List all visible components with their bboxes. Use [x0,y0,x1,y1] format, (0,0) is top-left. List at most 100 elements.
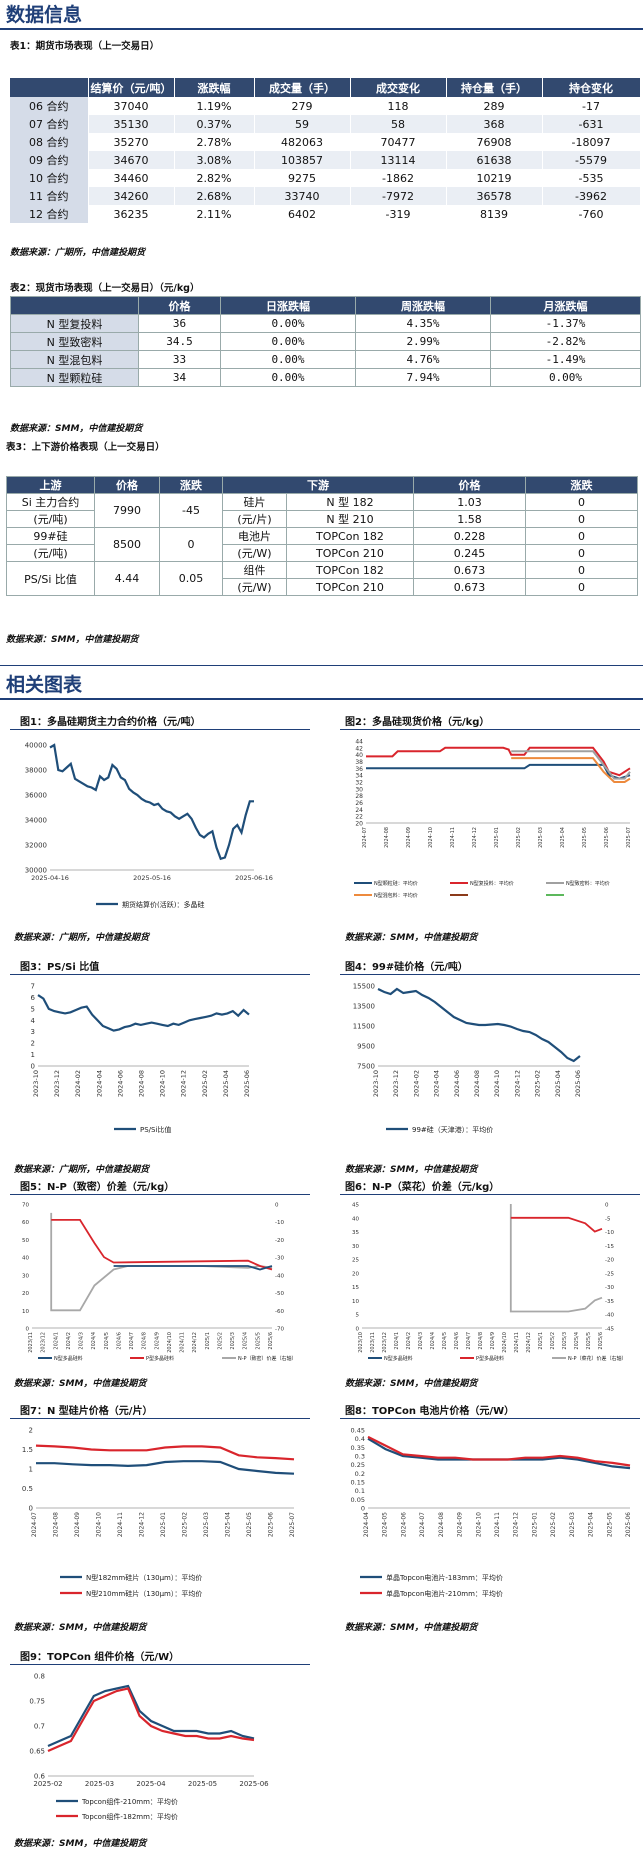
y-tick-label: 20 [352,1271,359,1277]
y-tick-label: 70 [22,1203,29,1209]
x-tick-label: 2024/7 [129,1332,135,1350]
y-tick-label: 40 [352,1216,359,1222]
y-tick-label: 32 [355,780,363,787]
section-title-charts: 相关图表 [6,674,83,696]
y-tick-label: 42 [355,745,363,752]
series-line [47,1684,255,1748]
y-tick-label: 0.3 [355,1453,365,1461]
x-tick-label: 2025-01 [494,827,500,848]
x-tick-label: 2025-06 [574,1070,582,1097]
table-header-row: 结算价（元/吨） 涨跌幅 成交量（手） 成交变化 持仓量（手） 持仓变化 [10,78,641,97]
x-tick-label: 2025-07 [289,1512,296,1537]
fig7-source: 数据来源：SMM，中信建投期货 [14,1623,147,1633]
y-tick-label: 34000 [25,817,47,825]
downstream-spec: TOPCon 182 [286,561,414,579]
table-row: 10 合约 34460 2.82% 9275 -1862 10219 -535 [10,169,641,187]
table-cell: -760 [542,205,641,223]
x-tick-label: 2025-07 [626,827,632,848]
x-tick-label: 2025/4 [243,1332,249,1350]
table-row: (元/吨) (元/W) TOPCon 210 0.245 0 [6,544,638,562]
x-tick-label: 2025-06-16 [235,874,273,882]
table-cell: 36 [138,314,221,333]
table-cell: 0.00% [490,368,641,387]
y-tick-label: 2 [31,1040,35,1048]
x-tick-label: 2025/2 [550,1332,556,1350]
y-tick-label: 15500 [353,983,375,991]
downstream-price: 1.03 [413,493,526,511]
table-header-cell: 成交量（手） [254,78,351,97]
x-tick-label: 2025/3 [562,1332,568,1350]
fig9-source: 数据来源：SMM，中信建投期货 [14,1839,147,1849]
x-tick-label: 2023/10 [358,1332,364,1353]
fig2-source: 数据来源：SMM，中信建投期货 [345,933,478,943]
y-tick-label: 0.15 [351,1479,365,1487]
y-tick-label: 32000 [25,842,47,850]
table-cell: 0.37% [174,115,255,133]
table-header-cell: 涨跌幅 [174,78,255,97]
legend-label: N型致密料：平均价 [566,880,610,887]
x-tick-label: 2023/12 [382,1332,388,1353]
table-cell: -2.82% [490,332,641,351]
table-cell: 59 [254,115,351,133]
y-tick-label: 7500 [357,1063,375,1071]
table-cell: -5579 [542,151,641,169]
section-title-data-info: 数据信息 [6,4,83,26]
x-tick-label: 2024-08 [384,827,390,848]
table-header-cell: 价格 [138,296,221,315]
series-line [367,1437,631,1470]
x-tick-label: 2024/1 [53,1332,59,1350]
series-line [509,1204,603,1313]
x-tick-label: 2024/5 [104,1332,110,1350]
x-tick-label: 2025/5 [586,1332,592,1350]
y2-tick-label: -25 [605,1271,614,1277]
downstream-price: 0.673 [413,561,526,579]
x-tick-label: 2025-04 [222,1070,230,1097]
x-tick-label: 2024-12 [180,1070,188,1097]
y-tick-label: 0.1 [355,1487,365,1495]
x-tick-label: 2025-03 [538,827,544,848]
table-cell: 4.76% [355,350,491,369]
downstream-spec: N 型 182 [286,493,414,511]
x-tick-label: 2024-09 [74,1512,81,1537]
x-tick-label: 2025/2 [217,1332,223,1350]
fig1-title: 图1：多晶硅期货主力合约价格（元/吨） [20,717,201,728]
x-tick-label: 2024/11 [180,1332,186,1353]
x-tick-label: 2025-03 [85,1780,114,1788]
x-tick-label: 2024-05 [382,1512,389,1537]
y-tick-label: 50 [22,1238,29,1244]
table-header-row: 上游 价格 涨跌 下游 价格 涨跌 [6,476,638,494]
downstream-category: 组件 [222,561,287,579]
table-header-cell: 持仓量（手） [446,78,543,97]
legend-label: N型182mm硅片（130μm）：平均价 [86,1573,202,1582]
fig6-source: 数据来源：SMM，中信建投期货 [345,1379,478,1389]
y-tick-label: 0.25 [351,1461,365,1469]
table3-caption: 表3：上下游价格表现（上一交易日） [6,442,165,453]
x-tick-label: 2024/10 [502,1332,508,1353]
x-tick-label: 2024-04 [363,1512,370,1537]
table-row: 08 合约 35270 2.78% 482063 70477 76908 -18097 [10,133,641,151]
x-tick-label: 2025-06 [625,1512,632,1537]
table-cell: 1.19% [174,97,255,115]
futures-table: 结算价（元/吨） 涨跌幅 成交量（手） 成交变化 持仓量（手） 持仓变化 06 合约 3704… [10,78,641,223]
fig-rule [340,1194,640,1195]
section-divider [0,698,643,700]
table-header-cell: 价格 [413,476,526,494]
x-tick-label: 2024-10 [159,1070,167,1097]
upstream-change: -45 [159,493,223,528]
downstream-category: (元/W) [222,578,287,596]
x-tick-label: 2024-09 [457,1512,464,1537]
fig-rule [10,729,310,730]
legend-label: N型混包料：平均价 [374,892,418,899]
y2-tick-label: -40 [275,1273,284,1279]
series-line [51,1218,273,1271]
y-tick-label: 38 [355,759,363,766]
x-tick-label: 2024/6 [454,1332,460,1350]
y2-tick-label: -10 [275,1220,284,1226]
x-tick-label: 2025-05 [606,1512,613,1537]
table-row: PS/Si 比值 4.44 0.05 组件 TOPCon 182 0.673 0 [6,561,638,596]
table-header-cell: 涨跌 [525,476,638,494]
table-cell: 0.00% [220,332,356,351]
y-tick-label: 36 [355,766,363,773]
